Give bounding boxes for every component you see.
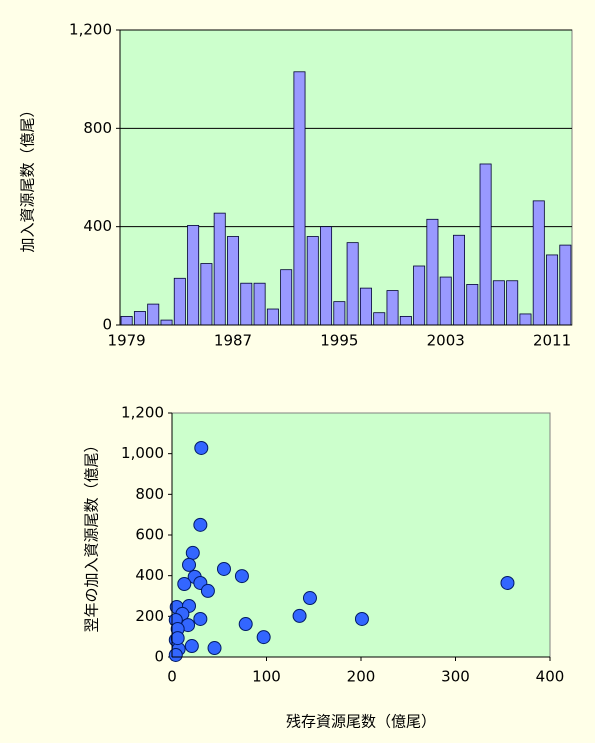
point bbox=[292, 608, 307, 623]
y-tick-label: 1,200 bbox=[69, 21, 112, 39]
bar bbox=[266, 308, 279, 326]
bar bbox=[200, 263, 213, 326]
y-tick-label: 0 bbox=[102, 316, 112, 334]
bar bbox=[227, 236, 239, 326]
point bbox=[256, 630, 271, 645]
x-tick-label: 300 bbox=[441, 668, 470, 686]
x-tick-label: 2003 bbox=[427, 332, 465, 350]
y-tick-label: 800 bbox=[135, 485, 164, 503]
x-tick-label: 200 bbox=[347, 668, 376, 686]
y-tick-label: 400 bbox=[83, 217, 112, 235]
bar bbox=[506, 280, 519, 326]
bar bbox=[559, 244, 572, 326]
bar bbox=[426, 218, 439, 326]
bar bbox=[293, 71, 306, 326]
x-tick-label: 1987 bbox=[214, 332, 252, 350]
bar bbox=[306, 236, 319, 326]
bar bbox=[253, 282, 266, 326]
bar bbox=[120, 315, 133, 326]
bar bbox=[532, 200, 545, 326]
bar bbox=[213, 212, 226, 326]
point bbox=[177, 577, 192, 592]
bar bbox=[479, 163, 492, 326]
point bbox=[302, 591, 317, 606]
point bbox=[184, 639, 199, 654]
point bbox=[200, 583, 215, 598]
bar bbox=[333, 301, 346, 326]
y-tick-label: 600 bbox=[135, 526, 164, 544]
bar bbox=[399, 315, 412, 326]
bar bbox=[147, 303, 160, 326]
y-tick-label: 0 bbox=[154, 648, 164, 666]
bar bbox=[187, 225, 200, 326]
y-tick-label: 1,000 bbox=[121, 444, 164, 462]
bar bbox=[546, 254, 559, 326]
y-tick-label: 800 bbox=[83, 119, 112, 137]
bar bbox=[240, 282, 253, 326]
bar bbox=[439, 276, 452, 326]
bar bbox=[320, 226, 333, 326]
point bbox=[238, 617, 253, 632]
x-tick-label: 0 bbox=[167, 668, 177, 686]
y-tick-label: 200 bbox=[135, 607, 164, 625]
point bbox=[354, 611, 369, 626]
point bbox=[207, 641, 222, 656]
x-axis-label: 残存資源尾数（億尾） bbox=[286, 713, 436, 731]
x-tick-label: 1979 bbox=[108, 332, 146, 350]
point bbox=[193, 611, 208, 626]
x-tick-label: 400 bbox=[536, 668, 565, 686]
x-tick-label: 100 bbox=[252, 668, 281, 686]
y-axis-label: 翌年の加入資源尾数（億尾） bbox=[83, 437, 101, 632]
y-tick-label: 1,200 bbox=[121, 404, 164, 422]
bar bbox=[160, 319, 173, 326]
point bbox=[168, 647, 183, 662]
bar bbox=[133, 311, 146, 326]
bar bbox=[346, 242, 359, 326]
point bbox=[216, 561, 231, 576]
point bbox=[500, 575, 515, 590]
bar bbox=[492, 280, 505, 326]
point bbox=[182, 557, 197, 572]
point bbox=[194, 440, 209, 455]
y-axis-label: 加入資源尾数（億尾） bbox=[19, 102, 37, 252]
x-tick-label: 1995 bbox=[320, 332, 358, 350]
bar bbox=[373, 312, 386, 326]
point bbox=[185, 545, 200, 560]
x-tick-label: 2011 bbox=[533, 332, 571, 350]
bar bbox=[453, 234, 465, 326]
point bbox=[193, 517, 208, 532]
bar bbox=[519, 313, 532, 326]
y-tick-label: 400 bbox=[135, 566, 164, 584]
bar bbox=[413, 265, 426, 326]
bar bbox=[280, 269, 293, 326]
bar bbox=[173, 277, 186, 326]
bar bbox=[359, 287, 372, 326]
point bbox=[234, 569, 249, 584]
bar bbox=[466, 284, 479, 326]
bar bbox=[386, 290, 399, 326]
point bbox=[170, 631, 185, 646]
